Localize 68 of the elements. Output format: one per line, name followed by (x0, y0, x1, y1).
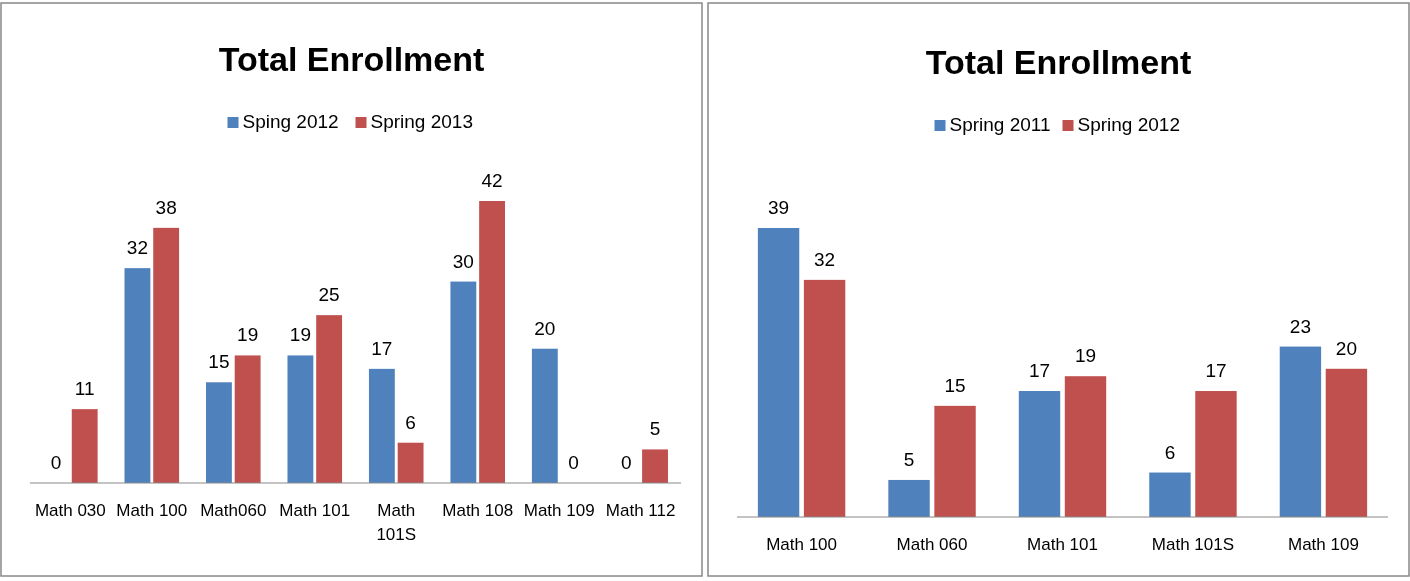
bar (450, 281, 477, 483)
bar (1279, 346, 1322, 517)
data-label: 17 (1205, 360, 1227, 382)
x-tick-label: Math 101S (376, 501, 417, 544)
bar (397, 442, 424, 483)
data-label: 38 (155, 196, 177, 218)
bar (124, 268, 151, 483)
data-label: 32 (126, 237, 149, 259)
x-tick-label: Math 101S (1151, 535, 1235, 554)
legend-label: Spring 2011 (949, 114, 1051, 135)
data-label: 17 (1028, 360, 1051, 382)
bar (934, 405, 976, 517)
data-label: 39 (768, 197, 790, 218)
x-tick-label: Math 109 (1287, 535, 1359, 554)
data-label: 15 (944, 374, 966, 396)
data-label: 0 (50, 452, 62, 473)
data-label: 0 (621, 452, 632, 473)
x-tick-label: Math060 (200, 501, 267, 520)
bar (287, 355, 314, 483)
data-label: 11 (74, 378, 95, 400)
bar (1195, 391, 1237, 517)
bar (368, 368, 395, 483)
bar (479, 201, 506, 483)
data-label: 6 (1164, 441, 1176, 463)
data-label: 20 (1335, 337, 1357, 359)
data-label: 0 (568, 452, 579, 473)
data-label: 5 (649, 418, 661, 440)
chart-title: Total Enrollment (925, 43, 1192, 81)
x-tick-label: Math 060 (896, 535, 968, 554)
data-label: 32 (814, 248, 836, 270)
bar (1018, 391, 1061, 517)
bar (1064, 376, 1107, 517)
data-label: 19 (1074, 345, 1097, 367)
bar (642, 449, 668, 483)
data-label: 5 (903, 448, 915, 470)
chart-title: Total Enrollment (218, 40, 485, 78)
x-tick-label: Math 101 (1027, 535, 1098, 554)
bar (71, 409, 98, 483)
data-label: 6 (405, 411, 416, 433)
x-tick-label: Math 030 (34, 501, 106, 520)
bar (316, 315, 343, 483)
x-tick-label: Math 112 (605, 501, 676, 520)
x-tick-label: Math 100 (116, 501, 188, 520)
bar (531, 348, 558, 483)
data-label: 42 (481, 170, 503, 191)
bar (888, 479, 930, 517)
bar (205, 382, 232, 483)
bar (234, 355, 261, 483)
data-label: 19 (237, 324, 259, 346)
data-label: 25 (318, 284, 340, 306)
legend-label: Spring 2013 (370, 111, 473, 132)
data-label: 19 (289, 324, 311, 346)
legend-label: Spring 2012 (1077, 114, 1180, 135)
x-tick-label: Math 108 (442, 501, 514, 520)
legend-label: Sping 2012 (242, 111, 339, 132)
x-tick-label: Math 109 (523, 501, 595, 520)
bar (1325, 368, 1368, 517)
x-tick-label: Math 101 (279, 501, 351, 520)
bar (153, 227, 180, 483)
data-label: 20 (534, 317, 556, 339)
bar (803, 279, 846, 517)
data-label: 17 (371, 337, 393, 359)
data-label: 30 (452, 250, 474, 272)
bar (1149, 472, 1191, 517)
x-tick-label: Math 100 (766, 535, 838, 554)
bar (757, 228, 800, 517)
data-label: 23 (1289, 315, 1311, 337)
data-label: 15 (208, 351, 230, 373)
